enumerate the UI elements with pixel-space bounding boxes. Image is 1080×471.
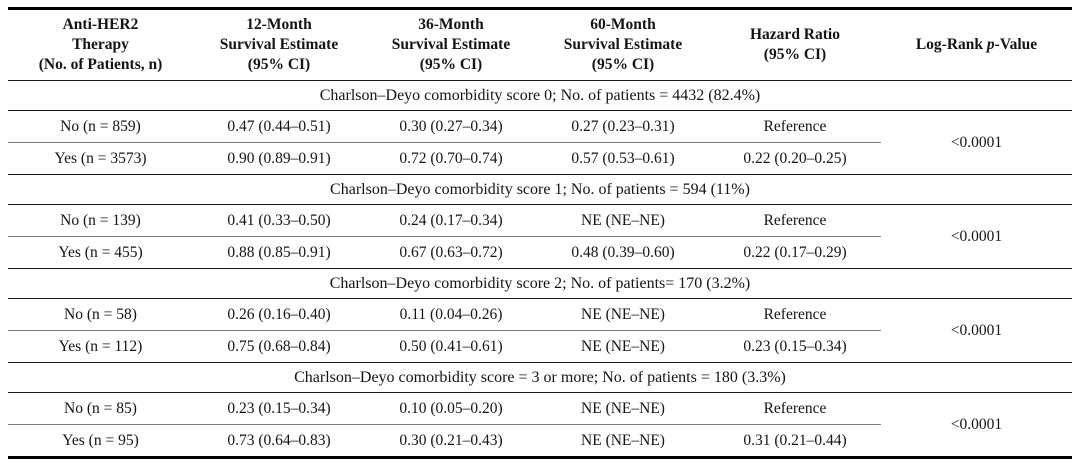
survival-analysis-table: Anti-HER2 Therapy (No. of Patients, n) 1… (8, 7, 1072, 459)
column-header-36-month-survival: 36-Month Survival Estimate (95% CI) (365, 8, 537, 81)
table-container: Anti-HER2 Therapy (No. of Patients, n) 1… (8, 7, 1072, 459)
header-line: Anti-HER2 (62, 16, 139, 34)
header-line: (95% CI) (763, 46, 827, 63)
header-line: 60-Month (590, 16, 656, 34)
section-title: Charlson–Deyo comorbidity score 0; No. o… (8, 80, 1072, 111)
survival-60m-cell: NE (NE–NE) (581, 337, 665, 355)
p-value-cell: <0.0001 (950, 227, 1003, 245)
p-value-cell: <0.0001 (950, 415, 1003, 433)
header-line: (95% CI) (419, 55, 483, 73)
survival-60m-cell: 0.48 (0.39–0.60) (571, 243, 675, 261)
hazard-ratio-cell: Reference (709, 204, 881, 237)
column-header-therapy: Anti-HER2 Therapy (No. of Patients, n) (8, 8, 193, 81)
hazard-ratio-cell: Reference (709, 392, 881, 425)
header-line: (95% CI) (247, 55, 311, 73)
survival-36m-cell: 0.67 (0.63–0.72) (399, 243, 503, 261)
therapy-cell: Yes (n = 455) (58, 243, 143, 261)
survival-12m-cell: 0.47 (0.44–0.51) (193, 110, 365, 143)
therapy-cell: Yes (n = 95) (62, 431, 139, 449)
survival-60m-cell: 0.57 (0.53–0.61) (571, 149, 675, 167)
table-row: Yes (n = 112) 0.75 (0.68–0.84) 0.50 (0.4… (8, 331, 1072, 363)
column-header-hazard-ratio: Hazard Ratio (95% CI) (709, 8, 881, 81)
hazard-ratio-cell: Reference (709, 110, 881, 143)
therapy-cell: Yes (n = 3573) (54, 149, 147, 167)
section-cds-score-3-or-more: Charlson–Deyo comorbidity score = 3 or m… (8, 362, 1072, 458)
header-line: Survival Estimate (391, 36, 511, 54)
section-cds-score-2: Charlson–Deyo comorbidity score 2; No. o… (8, 268, 1072, 363)
table-header: Anti-HER2 Therapy (No. of Patients, n) 1… (8, 8, 1072, 81)
section-header-row: Charlson–Deyo comorbidity score 1; No. o… (8, 174, 1072, 205)
header-row: Anti-HER2 Therapy (No. of Patients, n) 1… (8, 8, 1072, 81)
therapy-cell: No (n = 139) (8, 204, 193, 237)
hazard-ratio-cell: 0.22 (0.17–0.29) (743, 243, 847, 261)
section-title: Charlson–Deyo comorbidity score 2; No. o… (8, 268, 1072, 299)
table-row: No (n = 139) 0.41 (0.33–0.50) 0.24 (0.17… (8, 204, 1072, 245)
column-header-12-month-survival: 12-Month Survival Estimate (95% CI) (193, 8, 365, 81)
table-row: No (n = 58) 0.26 (0.16–0.40) 0.11 (0.04–… (8, 298, 1072, 339)
section-cds-score-0: Charlson–Deyo comorbidity score 0; No. o… (8, 80, 1072, 175)
header-line: Survival Estimate (219, 36, 339, 54)
header-line: Survival Estimate (563, 36, 683, 54)
table-row: No (n = 859) 0.47 (0.44–0.51) 0.30 (0.27… (8, 110, 1072, 151)
section-title: Charlson–Deyo comorbidity score = 3 or m… (8, 362, 1072, 393)
header-text: Log-Rank (915, 36, 987, 54)
therapy-cell: Yes (n = 112) (58, 337, 143, 355)
section-cds-score-1: Charlson–Deyo comorbidity score 1; No. o… (8, 174, 1072, 269)
survival-60m-cell: NE (NE–NE) (537, 392, 709, 425)
header-text: -Value (994, 36, 1038, 54)
hazard-ratio-cell: 0.31 (0.21–0.44) (743, 431, 847, 449)
survival-12m-cell: 0.90 (0.89–0.91) (227, 149, 331, 167)
table-row: Yes (n = 95) 0.73 (0.64–0.83) 0.30 (0.21… (8, 425, 1072, 458)
table-row: Yes (n = 3573) 0.90 (0.89–0.91) 0.72 (0.… (8, 143, 1072, 175)
header-line: 12-Month (246, 16, 312, 34)
column-header-60-month-survival: 60-Month Survival Estimate (95% CI) (537, 8, 709, 81)
therapy-cell: No (n = 58) (8, 298, 193, 331)
survival-12m-cell: 0.88 (0.85–0.91) (227, 243, 331, 261)
survival-60m-cell: 0.27 (0.23–0.31) (537, 110, 709, 143)
survival-60m-cell: NE (NE–NE) (581, 431, 665, 449)
section-title: Charlson–Deyo comorbidity score 1; No. o… (8, 174, 1072, 205)
header-italic-p: p (986, 36, 995, 54)
header-line: Hazard Ratio (750, 26, 840, 44)
survival-36m-cell: 0.50 (0.41–0.61) (399, 337, 503, 355)
hazard-ratio-cell: Reference (709, 298, 881, 331)
p-value-cell: <0.0001 (950, 133, 1003, 151)
survival-12m-cell: 0.41 (0.33–0.50) (193, 204, 365, 237)
survival-36m-cell: 0.30 (0.21–0.43) (399, 431, 503, 449)
survival-12m-cell: 0.73 (0.64–0.83) (227, 431, 331, 449)
section-header-row: Charlson–Deyo comorbidity score 0; No. o… (8, 80, 1072, 111)
hazard-ratio-cell: 0.22 (0.20–0.25) (743, 149, 847, 167)
table-row: No (n = 85) 0.23 (0.15–0.34) 0.10 (0.05–… (8, 392, 1072, 433)
survival-36m-cell: 0.72 (0.70–0.74) (399, 149, 503, 167)
section-header-row: Charlson–Deyo comorbidity score = 3 or m… (8, 362, 1072, 393)
survival-36m-cell: 0.10 (0.05–0.20) (365, 392, 537, 425)
header-line: (No. of Patients, n) (38, 55, 163, 73)
hazard-ratio-cell: 0.23 (0.15–0.34) (743, 337, 847, 355)
survival-12m-cell: 0.75 (0.68–0.84) (227, 337, 331, 355)
table-row: Yes (n = 455) 0.88 (0.85–0.91) 0.67 (0.6… (8, 237, 1072, 269)
section-header-row: Charlson–Deyo comorbidity score 2; No. o… (8, 268, 1072, 299)
survival-60m-cell: NE (NE–NE) (537, 204, 709, 237)
survival-36m-cell: 0.24 (0.17–0.34) (365, 204, 537, 237)
survival-60m-cell: NE (NE–NE) (537, 298, 709, 331)
survival-36m-cell: 0.30 (0.27–0.34) (365, 110, 537, 143)
therapy-cell: No (n = 859) (8, 110, 193, 143)
survival-36m-cell: 0.11 (0.04–0.26) (365, 298, 537, 331)
therapy-cell: No (n = 85) (8, 392, 193, 425)
header-line: 36-Month (418, 16, 484, 34)
survival-12m-cell: 0.23 (0.15–0.34) (193, 392, 365, 425)
header-line: (95% CI) (591, 55, 655, 73)
header-line: Therapy (72, 36, 129, 54)
column-header-log-rank-p-value: Log-Rank p-Value (881, 8, 1072, 81)
survival-12m-cell: 0.26 (0.16–0.40) (193, 298, 365, 331)
p-value-cell: <0.0001 (950, 321, 1003, 339)
